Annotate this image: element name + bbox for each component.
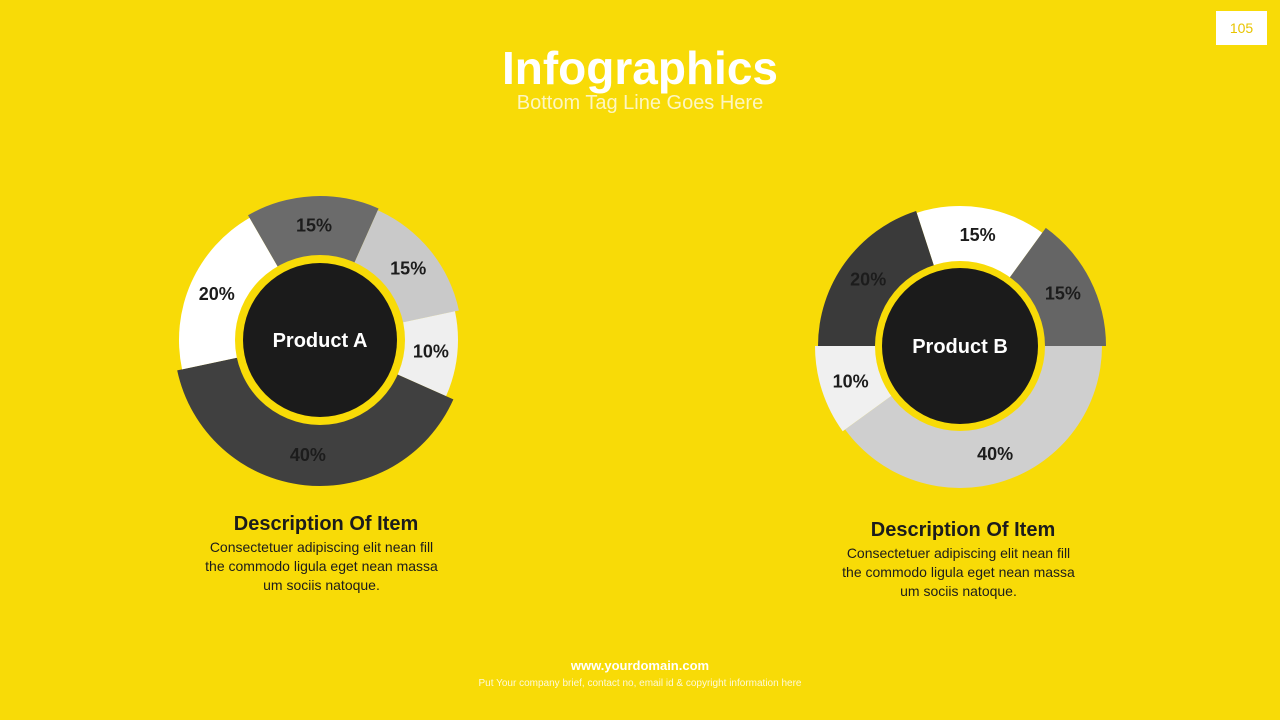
description-text-b: Consectetuer adipiscing elit nean fill t… <box>842 545 1075 599</box>
footer-domain: www.yourdomain.com <box>570 658 710 673</box>
donut-label-1-0: 15% <box>960 225 996 245</box>
donut-label-0-2: 10% <box>413 342 449 362</box>
donut-center-label-0: Product A <box>273 330 368 352</box>
description-heading-a: Description Of Item <box>233 513 419 535</box>
donut-chart-product-a: 15% 15% 10% 40% 20% Product A <box>177 195 459 487</box>
description-heading-b: Description Of Item <box>870 519 1056 541</box>
page-number: 105 <box>1216 11 1267 45</box>
donut-label-0-0: 15% <box>296 216 332 236</box>
donut-center-0 <box>243 263 397 417</box>
donut-label-1-2: 40% <box>977 444 1013 464</box>
slide-title: Infographics <box>501 42 779 94</box>
donut-label-1-4: 20% <box>850 269 886 289</box>
footer-note: Put Your company brief, contact no, emai… <box>478 678 802 689</box>
donut-label-0-4: 20% <box>199 284 235 304</box>
donut-label-0-3: 40% <box>290 445 326 465</box>
description-text-a: Consectetuer adipiscing elit nean fill t… <box>205 539 438 593</box>
donut-center-label-1: Product B <box>912 336 1008 358</box>
donut-label-1-3: 10% <box>833 372 869 392</box>
donut-chart-product-b: 15% 15% 40% 10% 20% Product B <box>815 205 1106 489</box>
donut-label-1-1: 15% <box>1045 284 1081 304</box>
slide-subtitle: Bottom Tag Line Goes Here <box>516 92 764 114</box>
donut-center-1 <box>882 268 1038 424</box>
donut-label-0-1: 15% <box>390 259 426 279</box>
